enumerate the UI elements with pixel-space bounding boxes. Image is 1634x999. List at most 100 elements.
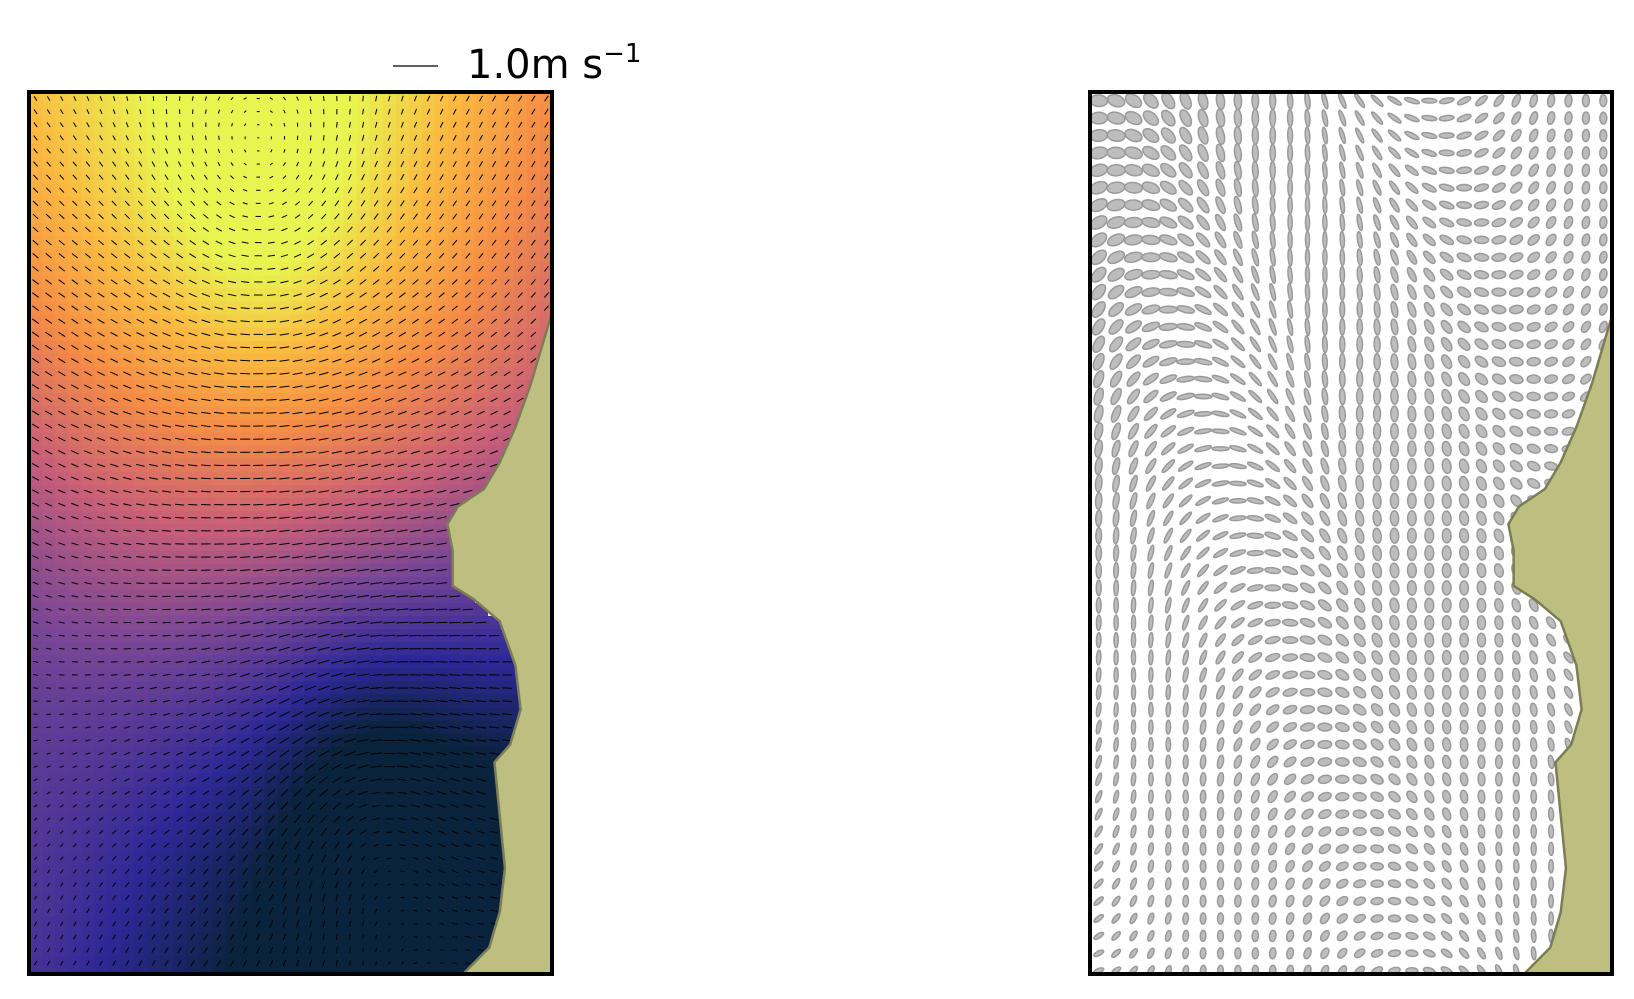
velocity-arrow [387,147,391,155]
velocity-arrow [86,934,90,940]
velocity-arrow [240,737,250,744]
velocity-arrow [70,410,79,416]
velocity-arrow [543,292,549,298]
velocity-arrow [307,213,314,220]
velocity-arrow [86,882,90,887]
velocity-arrow [464,371,472,377]
velocity-arrow [492,134,497,141]
velocity-arrow [266,737,277,744]
field-cell [369,969,384,974]
velocity-arrow [357,764,369,769]
velocity-arrow [73,869,77,874]
velocity-arrow [425,869,432,874]
velocity-arrow [266,477,277,480]
velocity-arrow [477,922,484,925]
velocity-arrow [503,384,511,390]
velocity-arrow [215,227,223,232]
velocity-arrow [464,843,472,848]
velocity-arrow [399,279,406,285]
velocity-arrow [318,737,330,744]
velocity-arrow [98,804,104,808]
velocity-arrow [492,108,497,115]
velocity-arrow [332,789,342,797]
velocity-arrow [253,620,264,625]
velocity-arrow [214,582,224,585]
velocity-arrow [400,883,405,886]
velocity-arrow [71,621,79,624]
velocity-arrow [149,318,158,324]
velocity-arrow [345,345,355,350]
velocity-arrow [46,739,51,742]
velocity-arrow [266,516,277,519]
velocity-arrow [344,763,356,770]
velocity-arrow [463,410,472,416]
velocity-arrow [292,398,303,402]
velocity-arrow [216,894,222,901]
velocity-arrow [163,868,170,875]
velocity-arrow [465,121,470,128]
velocity-arrow [177,934,182,940]
velocity-arrow [374,173,379,181]
velocity-arrow [110,582,118,585]
velocity-arrow [45,489,53,494]
velocity-arrow [45,528,53,533]
velocity-arrow [176,253,184,259]
velocity-arrow [321,174,326,181]
velocity-arrow [306,279,315,285]
velocity-arrow [465,161,470,168]
velocity-arrow [370,555,382,559]
velocity-arrow [216,881,222,888]
velocity-arrow [164,174,169,180]
velocity-arrow [162,543,171,545]
velocity-arrow [188,699,197,703]
velocity-arrow [476,778,486,782]
velocity-arrow [178,148,182,154]
velocity-arrow [269,893,274,902]
velocity-arrow [362,934,364,940]
velocity-arrow [227,425,238,427]
velocity-arrow [31,331,40,338]
velocity-arrow [110,410,119,415]
velocity-arrow [152,122,155,128]
velocity-arrow [214,280,224,284]
velocity-arrow [345,397,355,402]
velocity-arrow [295,893,300,902]
velocity-arrow [385,305,393,311]
velocity-arrow [190,881,196,888]
velocity-arrow [215,777,223,783]
velocity-arrow [291,633,304,638]
velocity-arrow [176,803,183,809]
velocity-arrow [188,279,197,285]
velocity-arrow [370,700,383,703]
velocity-arrow [188,306,197,311]
velocity-arrow [345,371,355,376]
velocity-arrow [202,829,209,835]
velocity-arrow [215,816,223,822]
velocity-arrow [358,450,368,454]
velocity-arrow [531,187,536,194]
velocity-arrow [86,908,90,914]
velocity-arrow [334,867,339,875]
velocity-arrow [425,318,432,324]
velocity-arrow [437,358,446,363]
velocity-arrow [475,726,487,729]
velocity-arrow [504,213,510,220]
velocity-arrow [504,279,510,285]
velocity-arrow [124,726,131,729]
velocity-arrow [243,175,248,179]
velocity-arrow [464,882,472,887]
velocity-arrow [383,581,396,585]
velocity-arrow [465,200,471,207]
velocity-arrow [425,265,432,272]
velocity-arrow [435,738,448,743]
velocity-arrow [188,477,198,480]
velocity-arrow [295,946,300,954]
velocity-arrow [162,490,172,493]
velocity-arrow [490,358,498,364]
velocity-arrow [517,331,524,338]
velocity-arrow [279,372,290,375]
velocity-arrow [502,726,513,729]
velocity-arrow [98,226,104,233]
velocity-arrow [531,213,536,220]
velocity-arrow [230,109,234,114]
